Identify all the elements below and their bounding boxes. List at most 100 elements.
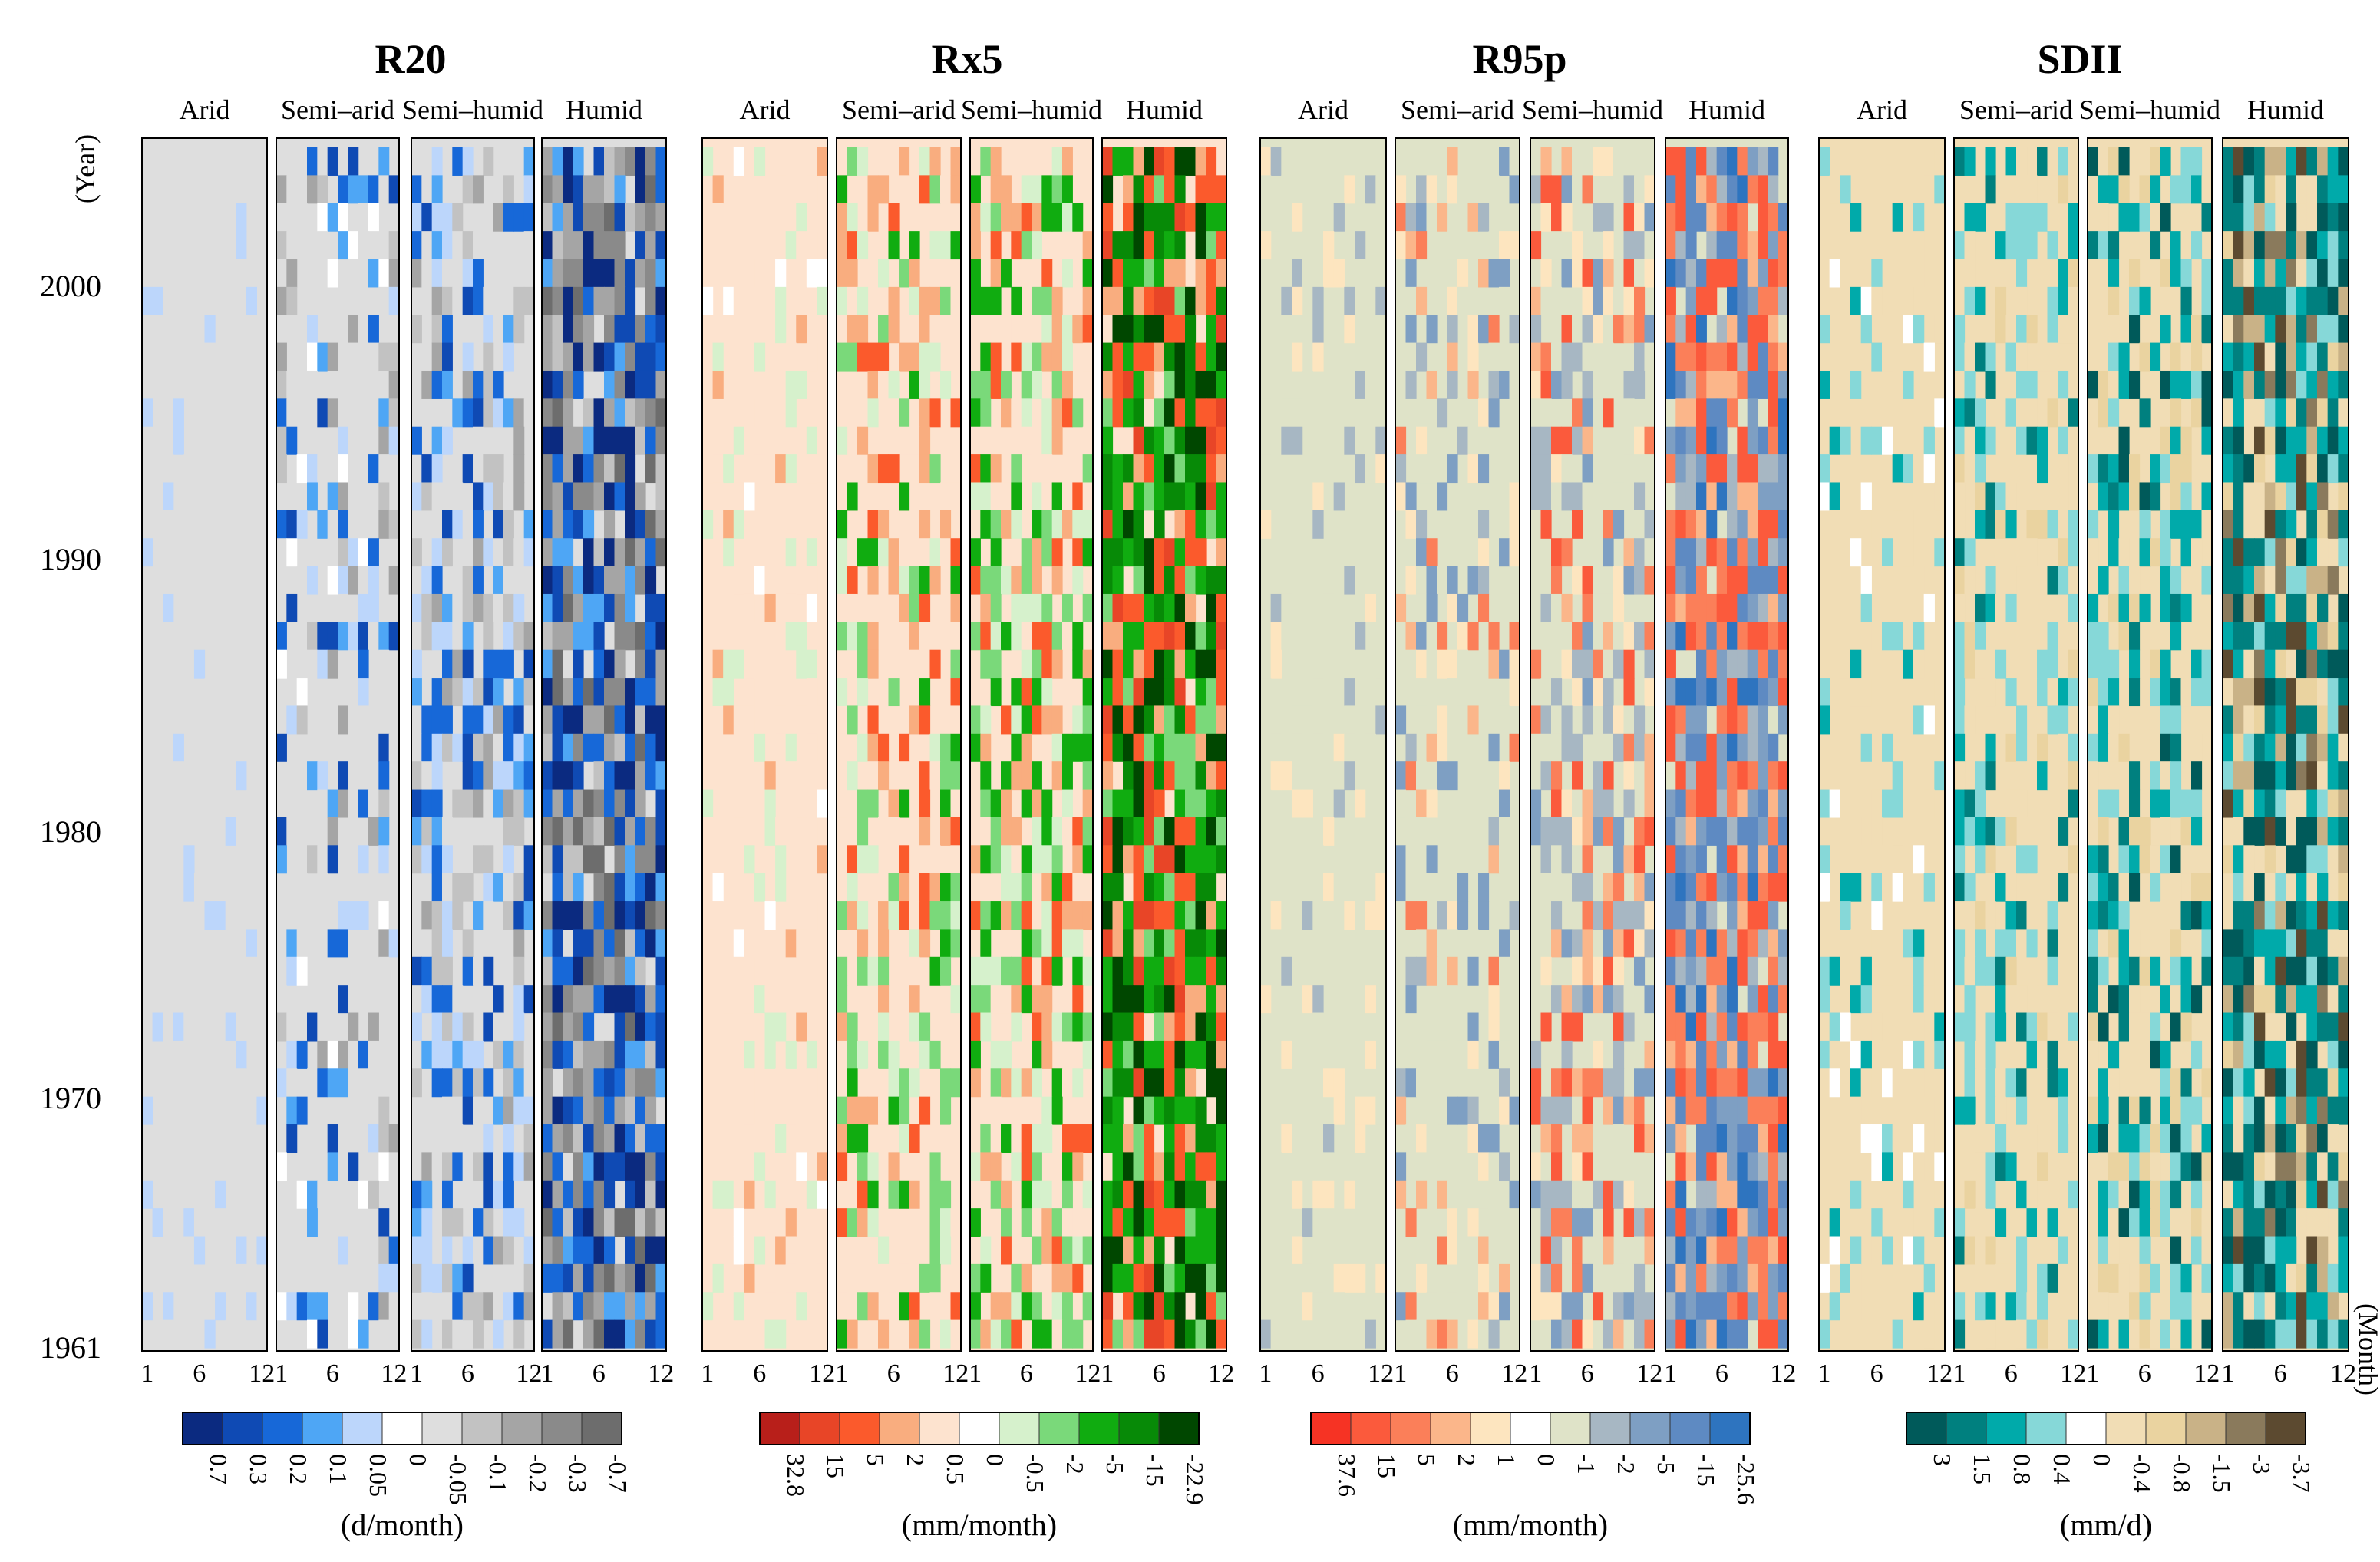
heatmap-cell [1195, 454, 1207, 484]
heatmap-cell [442, 845, 453, 874]
heatmap-cell [1819, 147, 1830, 176]
heatmap-cell [2139, 956, 2151, 986]
heatmap-cell [1102, 1068, 1114, 1098]
heatmap-cell [1613, 147, 1625, 176]
heatmap-cell [204, 203, 216, 232]
heatmap-cell [1467, 1208, 1479, 1237]
heatmap-cell [1041, 1180, 1053, 1209]
heatmap-cell [431, 845, 443, 874]
heatmap-cell [2160, 510, 2171, 539]
heatmap-cell [411, 426, 422, 455]
heatmap-cell [421, 622, 433, 651]
heatmap-cell [1302, 231, 1313, 260]
heatmap-cell [2233, 203, 2244, 232]
heatmap-cell [888, 1292, 900, 1321]
heatmap-cell [1747, 845, 1758, 874]
heatmap-cell [1344, 1263, 1355, 1293]
heatmap-cell [929, 1263, 941, 1293]
heatmap-cell [625, 985, 636, 1014]
heatmap-cell [1975, 649, 1986, 679]
heatmap-cell [523, 1096, 535, 1125]
heatmap-cell [503, 482, 514, 511]
heatmap-cell [542, 370, 553, 399]
heatmap-cell [583, 1263, 595, 1293]
heatmap-cell [523, 1292, 535, 1321]
heatmap-cell [1530, 1292, 1542, 1321]
heatmap-cell [327, 845, 338, 874]
heatmap-cell [1216, 705, 1227, 735]
heatmap-cell [1416, 1124, 1428, 1153]
heatmap-cell [442, 1208, 453, 1237]
heatmap-cell [1011, 901, 1022, 930]
heatmap-cell [2170, 1068, 2182, 1098]
heatmap-cell [2068, 538, 2079, 567]
heatmap-cell [1923, 678, 1935, 707]
heatmap-cell [940, 231, 952, 260]
heatmap-cell [775, 1236, 787, 1265]
heatmap-cell [236, 342, 247, 372]
heatmap-cell [1499, 1263, 1510, 1293]
heatmap-cell [431, 426, 443, 455]
heatmap-cell [1768, 733, 1779, 762]
heatmap-cell [2170, 678, 2182, 707]
heatmap-cell [152, 1012, 163, 1042]
heatmap-cell [655, 649, 667, 679]
heatmap-cell [702, 817, 714, 846]
heatmap-cell [583, 175, 595, 204]
heatmap-cell [980, 761, 992, 791]
heatmap-cell [1447, 454, 1458, 484]
heatmap-cell [542, 342, 553, 372]
heatmap-cell [1540, 1236, 1552, 1265]
heatmap-cell [552, 733, 563, 762]
heatmap-cell [878, 175, 890, 204]
heatmap-cell [573, 789, 584, 818]
heatmap-cell [970, 1068, 981, 1098]
heatmap-cell [1675, 1068, 1687, 1098]
heatmap-cell [483, 901, 494, 930]
heatmap-cell [1051, 1096, 1063, 1125]
heatmap-cell [878, 1012, 890, 1042]
heatmap-cell [1206, 1040, 1217, 1069]
heatmap-cell [1768, 1124, 1779, 1153]
heatmap-cell [2026, 817, 2038, 846]
heatmap-cell [2180, 845, 2192, 874]
heatmap-cell [152, 1208, 163, 1237]
heatmap-cell [1923, 454, 1935, 484]
heatmap-cell [552, 454, 563, 484]
heatmap-cell [2170, 901, 2182, 930]
heatmap-cell [473, 705, 484, 735]
heatmap-cell [909, 342, 920, 372]
heatmap-cell [1985, 342, 1996, 372]
heatmap-cell [1112, 510, 1124, 539]
heatmap-cell [552, 1236, 563, 1265]
heatmap-cell [1737, 510, 1748, 539]
heatmap-cell [1551, 678, 1563, 707]
heatmap-cell [1302, 1263, 1313, 1293]
heatmap-cell [1195, 566, 1207, 595]
heatmap-cell [348, 705, 359, 735]
heatmap-cell [2016, 398, 2028, 428]
heatmap-cell [1985, 956, 1996, 986]
heatmap-cell [645, 286, 657, 315]
heatmap-cell [1478, 315, 1490, 344]
heatmap-cell [1551, 929, 1563, 958]
heatmap-cell [1644, 1292, 1655, 1321]
heatmap-cell [888, 286, 900, 315]
heatmap-cell [583, 1319, 595, 1349]
heatmap-cell [1457, 593, 1469, 622]
heatmap-cell [702, 901, 714, 930]
heatmap-cell [493, 315, 504, 344]
heatmap-cell [2098, 929, 2109, 958]
heatmap-cell [1082, 1040, 1094, 1069]
heatmap-cell [1447, 175, 1458, 204]
heatmap-cell [1041, 817, 1053, 846]
heatmap-cell [493, 1319, 504, 1349]
heatmap-cell [847, 482, 858, 511]
heatmap-cell [1747, 1180, 1758, 1209]
heatmap-cell [1154, 147, 1165, 176]
heatmap-cell [919, 845, 931, 874]
heatmap-cell [1185, 956, 1197, 986]
heatmap-cell [378, 1152, 390, 1181]
heatmap-cell [1685, 901, 1697, 930]
